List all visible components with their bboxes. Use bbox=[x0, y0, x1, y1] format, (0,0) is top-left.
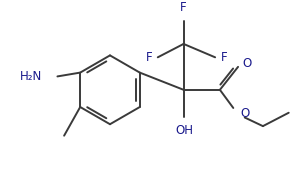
Text: H₂N: H₂N bbox=[20, 70, 42, 83]
Text: OH: OH bbox=[176, 124, 193, 137]
Text: O: O bbox=[243, 57, 252, 69]
Text: F: F bbox=[180, 1, 187, 14]
Text: F: F bbox=[145, 51, 152, 64]
Text: O: O bbox=[240, 107, 249, 120]
Text: F: F bbox=[221, 51, 227, 64]
